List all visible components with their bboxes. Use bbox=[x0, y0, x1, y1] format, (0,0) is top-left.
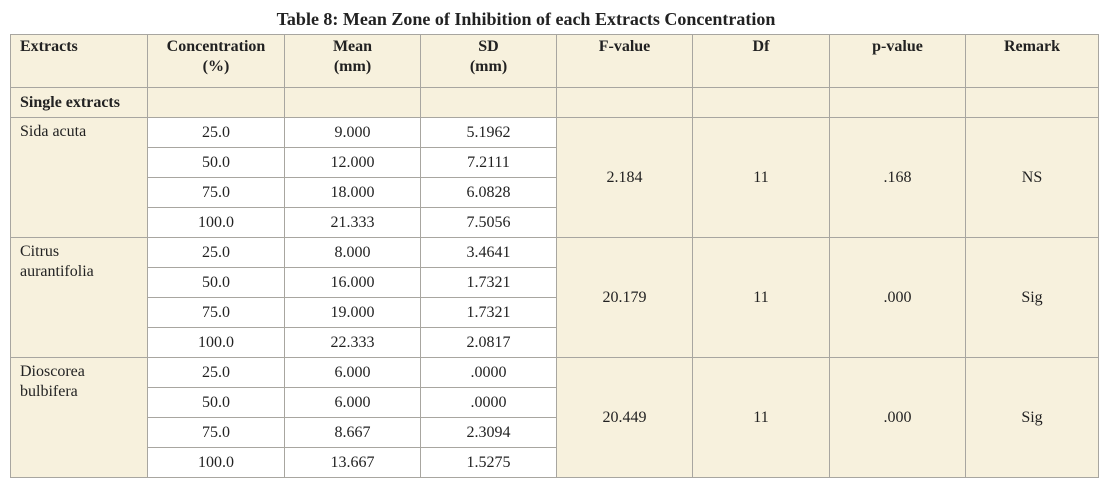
header-pvalue: p-value bbox=[829, 34, 966, 88]
mean-cell: 13.667 bbox=[284, 447, 421, 478]
header-mean: Mean (mm) bbox=[284, 34, 421, 88]
table-row: 100.0 13.667 1.5275 bbox=[11, 447, 1099, 478]
df-cell: 11 bbox=[692, 357, 830, 478]
mean-cell: 6.000 bbox=[284, 387, 421, 418]
remark-cell: NS bbox=[965, 117, 1099, 238]
df-cell: 11 bbox=[692, 117, 830, 238]
header-concentration: Concentration (%) bbox=[147, 34, 285, 88]
table-row: 75.0 18.000 6.0828 bbox=[11, 177, 1099, 208]
table-row: 50.0 6.000.0000 bbox=[11, 387, 1099, 418]
concentration-cell: 75.0 bbox=[147, 417, 285, 448]
sd-cell: 1.7321 bbox=[420, 267, 557, 298]
mean-cell: 18.000 bbox=[284, 177, 421, 208]
mean-cell: 21.333 bbox=[284, 207, 421, 238]
table-title: Table 8: Mean Zone of Inhibition of each… bbox=[276, 9, 776, 29]
header-extracts: Extracts bbox=[10, 34, 148, 88]
concentration-cell: 25.0 bbox=[147, 237, 285, 268]
concentration-cell: 100.0 bbox=[147, 327, 285, 358]
pvalue-cell: .000 bbox=[829, 357, 966, 478]
mean-cell: 6.000 bbox=[284, 357, 421, 388]
remark-cell: Sig bbox=[965, 237, 1099, 358]
extract-name: Citrus aurantifolia bbox=[10, 237, 148, 358]
table-row: Dioscorea bulbifera 25.0 6.000.0000 20.449 11… bbox=[10, 357, 1099, 478]
table-row: 100.0 21.333 7.5056 bbox=[11, 207, 1099, 238]
sd-cell: .0000 bbox=[420, 387, 557, 418]
concentration-cell: 25.0 bbox=[147, 357, 285, 388]
sd-cell: 5.1962 bbox=[420, 117, 557, 148]
results-table: Extracts Concentration (%) Mean (mm) SD (mm… bbox=[10, 34, 1099, 478]
single-extracts-row: Single extracts bbox=[10, 87, 1099, 118]
concentration-cell: 50.0 bbox=[147, 387, 285, 418]
table-row: 75.0 8.667 2.3094 bbox=[11, 417, 1099, 448]
mean-cell: 9.000 bbox=[284, 117, 421, 148]
table-row: 50.0 12.000 7.2111 bbox=[11, 147, 1099, 178]
remark-cell: Sig bbox=[965, 357, 1099, 478]
sd-cell: 1.7321 bbox=[420, 297, 557, 328]
fvalue-cell: 20.179 bbox=[556, 237, 693, 358]
extract-name: Dioscorea bulbifera bbox=[10, 357, 148, 478]
sd-cell: 1.5275 bbox=[420, 447, 557, 478]
fvalue-cell: 20.449 bbox=[556, 357, 693, 478]
mean-cell: 8.667 bbox=[284, 417, 421, 448]
single-extracts-label: Single extracts bbox=[10, 87, 148, 118]
concentration-cell: 50.0 bbox=[147, 147, 285, 178]
header-sd: SD (mm) bbox=[420, 34, 557, 88]
pvalue-cell: .000 bbox=[829, 237, 966, 358]
fvalue-cell: 2.184 bbox=[556, 117, 693, 238]
concentration-cell: 100.0 bbox=[147, 207, 285, 238]
sd-cell: 6.0828 bbox=[420, 177, 557, 208]
header-row: Extracts Concentration (%) Mean (mm) SD (mm… bbox=[10, 34, 1099, 88]
table-row: 75.0 19.000 1.7321 bbox=[11, 297, 1099, 328]
sd-cell: 7.5056 bbox=[420, 207, 557, 238]
table-row: 50.0 16.000 1.7321 bbox=[11, 267, 1099, 298]
mean-cell: 19.000 bbox=[284, 297, 421, 328]
mean-cell: 22.333 bbox=[284, 327, 421, 358]
header-df: Df bbox=[692, 34, 830, 88]
concentration-cell: 100.0 bbox=[147, 447, 285, 478]
table-row: Citrus aurantifolia 25.0 8.000 3.4641 20.179 1… bbox=[10, 237, 1099, 358]
mean-cell: 12.000 bbox=[284, 147, 421, 178]
concentration-cell: 50.0 bbox=[147, 267, 285, 298]
sd-cell: 2.3094 bbox=[420, 417, 557, 448]
header-remark: Remark bbox=[965, 34, 1099, 88]
sd-cell: 2.0817 bbox=[420, 327, 557, 358]
sd-cell: 3.4641 bbox=[420, 237, 557, 268]
df-cell: 11 bbox=[692, 237, 830, 358]
header-fvalue: F-value bbox=[556, 34, 693, 88]
extract-name: Sida acuta bbox=[10, 117, 148, 238]
mean-cell: 16.000 bbox=[284, 267, 421, 298]
sd-cell: .0000 bbox=[420, 357, 557, 388]
concentration-cell: 25.0 bbox=[147, 117, 285, 148]
pvalue-cell: .168 bbox=[829, 117, 966, 238]
sd-cell: 7.2111 bbox=[420, 147, 557, 178]
concentration-cell: 75.0 bbox=[147, 297, 285, 328]
table-row: Sida acuta 25.0 9.000 5.1962 2.184 11.168 NS bbox=[10, 117, 1099, 238]
concentration-cell: 75.0 bbox=[147, 177, 285, 208]
mean-cell: 8.000 bbox=[284, 237, 421, 268]
